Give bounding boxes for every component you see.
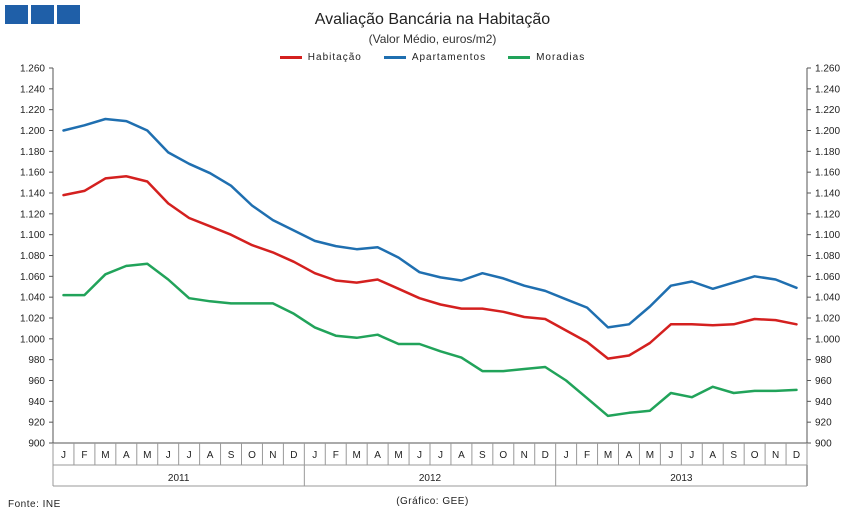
y-tick-label-right: 940 [815, 397, 832, 408]
y-tick-label-left: 900 [28, 439, 45, 450]
y-tick-label-right: 980 [815, 355, 832, 366]
month-label: J [187, 450, 192, 461]
y-tick-label-left: 980 [28, 355, 45, 366]
series-line-apartamentos [62, 117, 798, 329]
y-tick-label-right: 1.000 [815, 334, 840, 345]
y-tick-label-right: 900 [815, 439, 832, 450]
logo [5, 5, 80, 24]
y-tick-label-left: 1.120 [20, 209, 45, 220]
month-label: O [751, 450, 759, 461]
y-tick-label-left: 1.200 [20, 126, 45, 137]
year-label: 2011 [168, 473, 190, 484]
y-tick-label-right: 1.200 [815, 126, 840, 137]
month-label: A [626, 450, 633, 461]
logo-square [57, 5, 80, 24]
legend-item-apartamentos: Apartamentos [383, 52, 487, 63]
month-label: J [689, 450, 694, 461]
logo-square [5, 5, 28, 24]
month-label: O [499, 450, 507, 461]
y-tick-label-right: 1.180 [815, 147, 840, 158]
legend-swatch [383, 56, 406, 59]
series-line-habitação [62, 175, 798, 360]
month-label: S [479, 450, 486, 461]
y-tick-label-left: 1.240 [20, 84, 45, 95]
month-label: S [228, 450, 235, 461]
month-label: A [458, 450, 465, 461]
y-tick-label-right: 920 [815, 418, 832, 429]
y-tick-label-right: 1.160 [815, 168, 840, 179]
chart-title: Avaliação Bancária na Habitação [314, 11, 551, 28]
y-tick-label-right: 1.040 [815, 293, 840, 304]
y-tick-label-left: 1.000 [20, 334, 45, 345]
y-tick-label-right: 1.140 [815, 189, 840, 200]
month-label: M [394, 450, 402, 461]
month-label: M [353, 450, 361, 461]
month-label: F [333, 450, 339, 461]
month-label: J [61, 450, 66, 461]
month-label: N [269, 450, 276, 461]
y-tick-label-right: 960 [815, 376, 832, 387]
series-line-moradias [62, 262, 798, 418]
month-label: J [166, 450, 171, 461]
month-label: M [646, 450, 654, 461]
y-tick-label-left: 1.180 [20, 147, 45, 158]
year-label: 2013 [670, 473, 693, 484]
month-label: J [417, 450, 422, 461]
y-tick-label-right: 1.240 [815, 84, 840, 95]
y-tick-label-right: 1.020 [815, 314, 840, 325]
legend-swatch [279, 56, 302, 59]
credit-note: (Gráfico: GEE) [396, 496, 469, 507]
month-label: A [709, 450, 716, 461]
month-label: J [668, 450, 673, 461]
month-label: F [584, 450, 590, 461]
month-label: S [730, 450, 737, 461]
month-label: M [101, 450, 109, 461]
y-tick-label-right: 1.220 [815, 105, 840, 116]
month-label: F [81, 450, 87, 461]
logo-square [31, 5, 54, 24]
legend-swatch [508, 56, 531, 59]
month-label: N [521, 450, 528, 461]
y-tick-label-right: 1.100 [815, 230, 840, 241]
month-label: A [123, 450, 130, 461]
y-tick-label-left: 960 [28, 376, 45, 387]
y-tick-label-left: 920 [28, 418, 45, 429]
legend-item-moradias: Moradias [508, 52, 585, 63]
month-label: D [542, 450, 549, 461]
month-label: O [248, 450, 256, 461]
legend-label: Apartamentos [411, 52, 487, 63]
month-label: M [143, 450, 151, 461]
legend-label: Moradias [536, 52, 586, 63]
y-tick-label-left: 1.040 [20, 293, 45, 304]
y-tick-label-left: 1.140 [20, 189, 45, 200]
month-label: A [207, 450, 214, 461]
y-tick-label-left: 1.100 [20, 230, 45, 241]
y-tick-label-left: 1.020 [20, 314, 45, 325]
y-tick-label-left: 1.260 [20, 64, 45, 75]
legend: Habitação Apartamentos Moradias [0, 52, 865, 63]
y-tick-label-left: 1.060 [20, 272, 45, 283]
month-label: J [564, 450, 569, 461]
month-label: D [793, 450, 800, 461]
y-tick-label-left: 1.160 [20, 168, 45, 179]
y-tick-label-right: 1.260 [815, 64, 840, 75]
month-label: A [374, 450, 381, 461]
legend-label: Habitação [307, 52, 362, 63]
source-note: Fonte: INE [8, 499, 61, 510]
y-tick-label-left: 940 [28, 397, 45, 408]
month-label: J [438, 450, 443, 461]
y-tick-label-right: 1.120 [815, 209, 840, 220]
y-tick-label-left: 1.220 [20, 105, 45, 116]
chart-subtitle: (Valor Médio, euros/m2) [368, 32, 497, 46]
year-label: 2012 [419, 473, 442, 484]
month-label: N [772, 450, 779, 461]
month-label: D [290, 450, 297, 461]
legend-item-habitacao: Habitação [279, 52, 362, 63]
y-tick-label-right: 1.080 [815, 251, 840, 262]
month-label: M [604, 450, 612, 461]
y-tick-label-left: 1.080 [20, 251, 45, 262]
month-label: J [312, 450, 317, 461]
y-tick-label-right: 1.060 [815, 272, 840, 283]
